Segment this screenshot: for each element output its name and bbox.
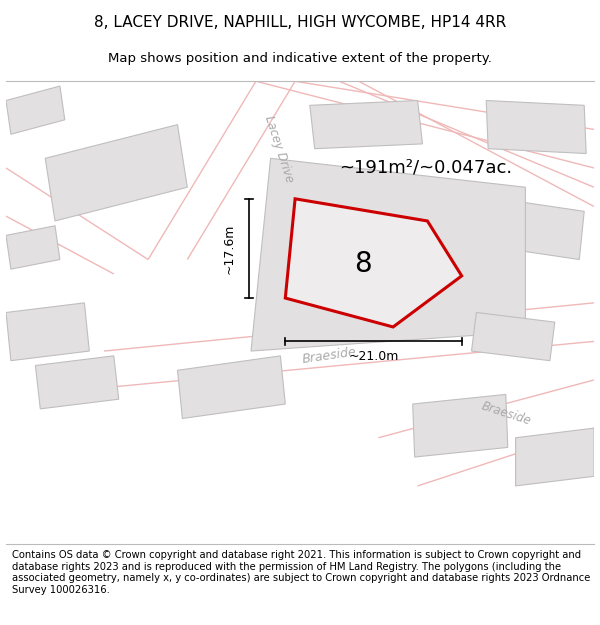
- Polygon shape: [251, 158, 526, 351]
- Text: ~17.6m: ~17.6m: [223, 223, 236, 274]
- Text: Braeside: Braeside: [479, 399, 532, 428]
- Polygon shape: [310, 101, 422, 149]
- Text: 8, LACEY DRIVE, NAPHILL, HIGH WYCOMBE, HP14 4RR: 8, LACEY DRIVE, NAPHILL, HIGH WYCOMBE, H…: [94, 15, 506, 30]
- Text: ~21.0m: ~21.0m: [349, 351, 398, 363]
- Polygon shape: [481, 197, 584, 259]
- Polygon shape: [45, 124, 187, 221]
- Text: Lacey Drive: Lacey Drive: [262, 114, 295, 184]
- Text: Braeside: Braeside: [301, 346, 358, 366]
- Polygon shape: [6, 303, 89, 361]
- Polygon shape: [35, 356, 119, 409]
- Text: 8: 8: [354, 250, 371, 278]
- Text: Contains OS data © Crown copyright and database right 2021. This information is : Contains OS data © Crown copyright and d…: [12, 550, 590, 595]
- Polygon shape: [286, 199, 462, 327]
- Polygon shape: [413, 394, 508, 457]
- Polygon shape: [6, 86, 65, 134]
- Polygon shape: [472, 312, 555, 361]
- Polygon shape: [486, 101, 586, 154]
- Text: ~191m²/~0.047ac.: ~191m²/~0.047ac.: [339, 159, 512, 177]
- Polygon shape: [515, 428, 594, 486]
- Polygon shape: [6, 226, 60, 269]
- Text: Map shows position and indicative extent of the property.: Map shows position and indicative extent…: [108, 52, 492, 65]
- Polygon shape: [178, 356, 286, 419]
